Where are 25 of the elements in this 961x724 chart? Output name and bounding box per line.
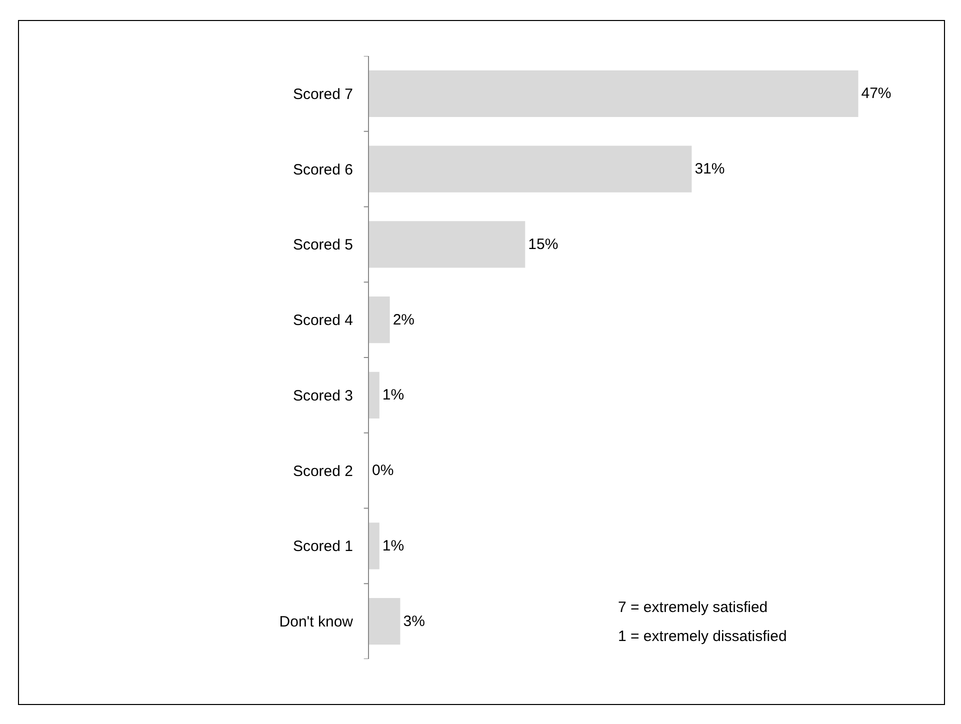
data-label: 1% bbox=[382, 537, 404, 554]
y-tick-label: Scored 6 bbox=[292, 161, 353, 178]
y-tick-label: Don't know bbox=[279, 614, 354, 631]
y-tick-label: Scored 3 bbox=[292, 387, 353, 404]
bar bbox=[369, 522, 380, 570]
y-tick-label: Scored 4 bbox=[292, 312, 353, 330]
data-label: 15% bbox=[528, 236, 558, 253]
y-tick-label: Scored 2 bbox=[292, 462, 353, 480]
bar bbox=[369, 598, 400, 645]
data-label: 1% bbox=[382, 386, 404, 404]
bar bbox=[369, 70, 858, 118]
bar bbox=[369, 296, 390, 344]
annotation: 1 = extremely dissatisfied bbox=[618, 628, 787, 645]
data-label: 31% bbox=[694, 160, 725, 178]
data-label: 3% bbox=[403, 612, 425, 630]
y-tick-label: Scored 5 bbox=[292, 236, 353, 254]
annotation: 7 = extremely satisfied bbox=[618, 599, 768, 616]
bar bbox=[369, 221, 526, 268]
data-label: 2% bbox=[392, 311, 415, 328]
data-label: 47% bbox=[861, 85, 892, 102]
data-label: 0% bbox=[372, 462, 394, 480]
bar bbox=[369, 146, 692, 192]
y-tick-label: Scored 7 bbox=[292, 86, 353, 103]
bar bbox=[369, 372, 380, 419]
y-tick-label: Scored 1 bbox=[292, 538, 353, 556]
